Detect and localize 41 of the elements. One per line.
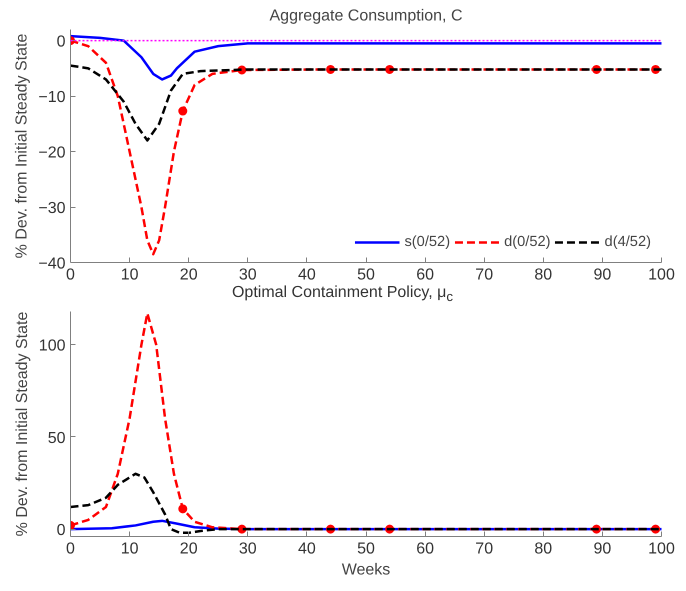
y-tick-label: 0: [56, 522, 66, 540]
y-tick-label: −30: [38, 200, 66, 218]
y-tick-label: 100: [38, 338, 66, 355]
x-tick-label: 10: [120, 266, 139, 284]
x-tick-label: 30: [238, 266, 257, 284]
line-series: [70, 64, 662, 142]
x-tick-label: 90: [594, 266, 612, 284]
y-tick-label: −40: [38, 256, 66, 272]
point: [178, 504, 188, 514]
x-tick-label: 100: [648, 540, 675, 558]
legend-label: d(4/52): [604, 234, 651, 250]
chart-title: Optimal Containment Policy, μ$_{c}$: [232, 283, 453, 306]
line-series: [70, 34, 662, 81]
point: [178, 106, 188, 116]
x-tick-label: 50: [357, 540, 375, 558]
y-axis-title: % Dev. from Initial Steady State: [13, 34, 30, 258]
line-series: [70, 472, 662, 534]
x-tick-label: 50: [357, 266, 375, 284]
x-axis-title: Weeks: [342, 562, 390, 578]
x-tick-label: 20: [180, 540, 198, 558]
x-tick-label: 100: [648, 266, 675, 284]
x-tick-label: 60: [416, 266, 434, 284]
x-tick-label: 70: [475, 540, 494, 558]
x-tick-label: 80: [534, 540, 552, 558]
x-tick-label: 60: [416, 540, 434, 558]
x-tick-label: 30: [238, 540, 257, 558]
x-tick-label: 70: [475, 266, 494, 284]
x-tick-label: 10: [120, 540, 139, 558]
legend-label: d(0/52): [504, 234, 551, 250]
x-tick-label: 40: [298, 540, 316, 558]
legend-label: s(0/52): [404, 234, 450, 250]
y-tick-label: −20: [38, 144, 66, 162]
y-tick-label: −10: [38, 89, 66, 106]
y-tick-label: 0: [56, 34, 66, 51]
x-tick-label: 20: [180, 266, 198, 284]
y-axis-title: % Dev. from Initial Steady State: [14, 312, 31, 536]
chart-title: Aggregate Consumption, C: [270, 8, 462, 24]
y-tick-label: 50: [48, 430, 66, 447]
x-tick-label: 40: [298, 266, 316, 284]
x-tick-label: 90: [594, 540, 612, 558]
x-tick-label: 80: [534, 266, 552, 284]
